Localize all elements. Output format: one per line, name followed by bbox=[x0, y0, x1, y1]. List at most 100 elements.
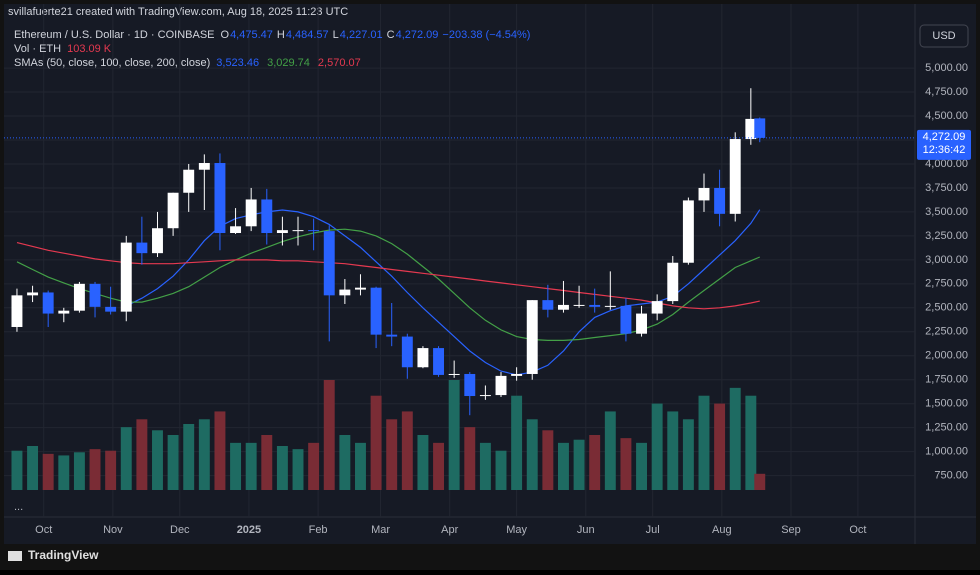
legend-change: −203.38 (−4.54%) bbox=[442, 29, 530, 41]
candle-body bbox=[245, 199, 257, 227]
volume-bar bbox=[495, 450, 507, 490]
candle-body bbox=[651, 301, 663, 314]
volume-bar bbox=[745, 395, 757, 490]
volume-bar bbox=[27, 446, 39, 490]
volume-bar bbox=[183, 424, 195, 490]
candle-body bbox=[714, 187, 726, 214]
volume-bar bbox=[355, 442, 366, 490]
candle-body bbox=[261, 199, 273, 234]
x-tick-label: Nov bbox=[103, 524, 123, 536]
volume-bar bbox=[714, 403, 726, 490]
candle-body bbox=[754, 118, 766, 138]
x-tick-label: Jul bbox=[646, 524, 660, 536]
candle-body bbox=[386, 334, 398, 337]
y-tick-label: 5,000.00 bbox=[925, 62, 968, 74]
candle-body bbox=[136, 242, 148, 254]
legend-value: 4,272.09 bbox=[396, 29, 439, 41]
x-tick-label: Oct bbox=[35, 524, 52, 536]
currency-button[interactable] bbox=[919, 24, 969, 48]
volume-bar bbox=[557, 442, 569, 490]
volume-bar bbox=[386, 419, 398, 490]
volume-bar bbox=[73, 452, 85, 490]
candle-body bbox=[11, 295, 23, 327]
volume-bar bbox=[636, 442, 648, 490]
brand-name: TradingView bbox=[28, 548, 99, 562]
volume-bar bbox=[42, 453, 54, 490]
y-tick-label: 3,250.00 bbox=[925, 230, 968, 242]
legend: Ethereum / U.S. Dollar · 1D · COINBASE O 4… bbox=[14, 29, 530, 69]
volume-bar bbox=[370, 395, 382, 490]
y-tick-label: 3,000.00 bbox=[925, 254, 968, 266]
candle-body bbox=[120, 242, 132, 312]
sma-title: SMAs (50, close, 100, close, 200, close) bbox=[14, 57, 210, 69]
legend-key: H bbox=[277, 29, 285, 41]
candle-body bbox=[573, 304, 585, 306]
volume-bar bbox=[526, 419, 538, 490]
volume-title: Vol · ETH bbox=[14, 43, 61, 55]
sma-value: 3,029.74 bbox=[267, 57, 310, 69]
volume-bar bbox=[89, 449, 101, 490]
candle-body bbox=[729, 139, 741, 214]
volume-bar bbox=[339, 435, 351, 490]
y-tick-label: 2,000.00 bbox=[925, 350, 968, 362]
candle-body bbox=[589, 304, 601, 307]
candle-body bbox=[464, 373, 476, 397]
sma-value: 3,523.46 bbox=[216, 57, 259, 69]
volume-bar bbox=[214, 411, 226, 490]
candle-body bbox=[495, 375, 507, 396]
volume-bar bbox=[152, 430, 163, 490]
candle-body bbox=[105, 306, 117, 312]
candle-body bbox=[42, 292, 54, 314]
x-tick-label: Dec bbox=[170, 524, 190, 536]
volume-bar bbox=[682, 419, 694, 490]
legend-value: 4,227.01 bbox=[340, 29, 383, 41]
volume-bar bbox=[604, 411, 616, 490]
candle-body bbox=[667, 262, 679, 302]
legend-symbol: Ethereum / U.S. Dollar · 1D · COINBASE bbox=[14, 29, 215, 41]
last-price-label: 4,272.09 bbox=[923, 131, 966, 143]
candle-body bbox=[183, 169, 195, 193]
volume-bar bbox=[323, 380, 335, 490]
volume-bar bbox=[667, 411, 679, 490]
volume-bar bbox=[573, 439, 585, 490]
x-tick-label: Sep bbox=[781, 524, 801, 536]
volume-bar bbox=[511, 395, 523, 490]
sma-value: 2,570.07 bbox=[318, 57, 361, 69]
currency-label[interactable]: USD bbox=[932, 30, 955, 42]
legend-value: 4,475.47 bbox=[230, 29, 273, 41]
last-price-tag bbox=[917, 129, 971, 160]
volume-bar bbox=[198, 419, 210, 490]
y-tick-label: 2,750.00 bbox=[925, 278, 968, 290]
caption: svillafuerte21 created with TradingView.… bbox=[8, 6, 348, 18]
volume-bar bbox=[729, 387, 741, 490]
candle-body bbox=[276, 230, 288, 234]
x-tick-label: Oct bbox=[849, 524, 866, 536]
legend-value: 4,484.57 bbox=[286, 29, 329, 41]
y-tick-label: 3,500.00 bbox=[925, 206, 968, 218]
candle-body bbox=[542, 300, 554, 310]
candle-body bbox=[479, 395, 491, 397]
candle-body bbox=[682, 200, 694, 263]
x-tick-label: Mar bbox=[371, 524, 390, 536]
volume-bar bbox=[308, 442, 320, 490]
candle-body bbox=[73, 283, 85, 311]
volume-bar bbox=[698, 395, 710, 490]
y-tick-label: 1,750.00 bbox=[925, 374, 968, 386]
candle-body bbox=[355, 287, 366, 290]
legend-key: L bbox=[333, 29, 339, 41]
y-tick-label: 4,000.00 bbox=[925, 158, 968, 170]
more-button[interactable]: ... bbox=[14, 501, 23, 513]
volume-bar bbox=[11, 450, 23, 490]
volume-bar bbox=[105, 450, 117, 490]
candle-body bbox=[557, 304, 569, 310]
candle-body bbox=[604, 305, 616, 307]
volume-bar bbox=[620, 438, 632, 490]
candle-body bbox=[198, 163, 210, 170]
volume-bar bbox=[58, 455, 70, 490]
candle-body bbox=[698, 187, 710, 201]
candle-body bbox=[417, 348, 429, 368]
y-tick-label: 1,500.00 bbox=[925, 398, 968, 410]
candle-body bbox=[323, 231, 335, 296]
y-tick-label: 1,000.00 bbox=[925, 446, 968, 458]
